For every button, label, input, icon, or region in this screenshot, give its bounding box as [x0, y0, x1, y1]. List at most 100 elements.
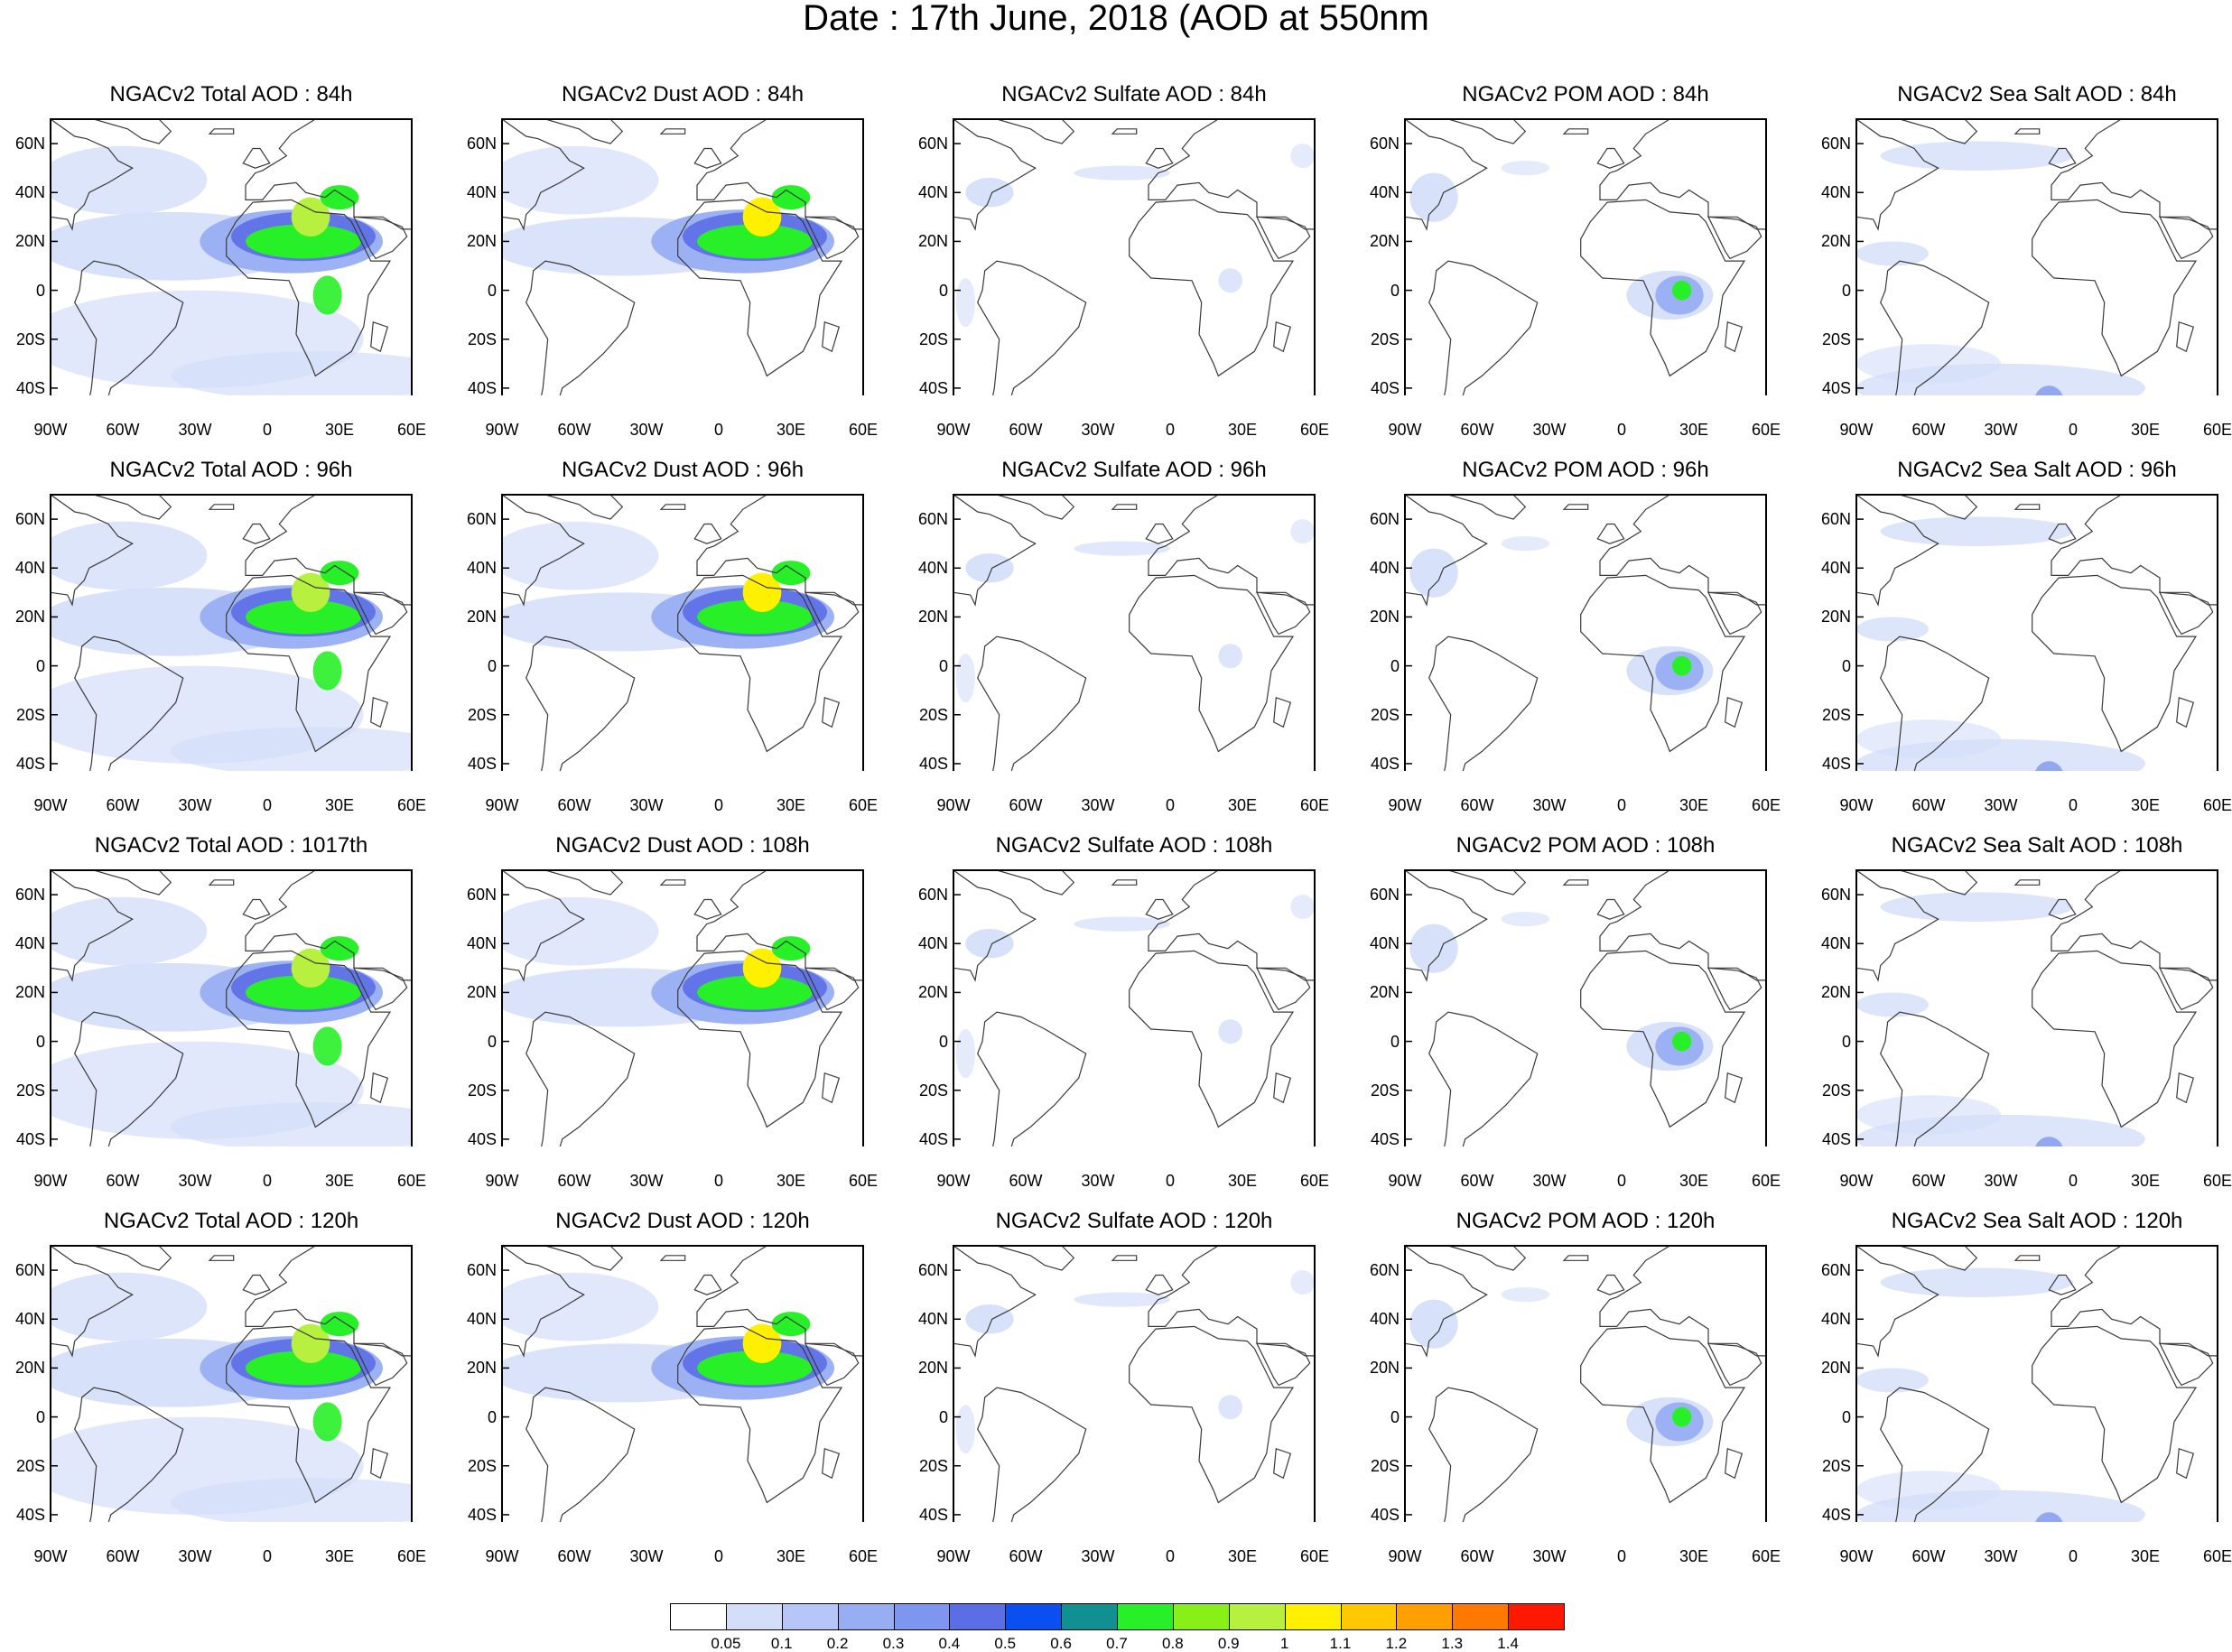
coastline: [953, 870, 1037, 982]
panel-title: NGACv2 Sea Salt AOD : 120h: [1891, 1209, 2183, 1233]
map-sulfate: [953, 1245, 1316, 1522]
lat-label: 0: [1390, 281, 1400, 300]
aerosol-field: [1672, 1031, 1692, 1052]
lon-label: 30E: [2130, 421, 2161, 439]
coastline: [1273, 320, 1292, 353]
aerosol-field: [1856, 719, 2001, 759]
coastline: [352, 591, 408, 636]
lat-label: 60N: [1369, 886, 1400, 905]
coastline: [2032, 1325, 2198, 1504]
coastline: [208, 504, 235, 510]
coastline: [544, 119, 624, 144]
lon-label: 60E: [2202, 796, 2232, 814]
lon-label: 60E: [848, 796, 879, 814]
panel-title: NGACv2 Total AOD : 1017th: [94, 833, 368, 858]
coastline: [804, 1342, 860, 1387]
colorbar-label: 1.1: [1329, 1635, 1352, 1652]
colorbar-label: 1: [1279, 1635, 1289, 1652]
panel-title: NGACv2 POM AOD : 108h: [1455, 833, 1716, 858]
aerosol-field: [1501, 912, 1549, 927]
lat-label: 60N: [14, 1261, 45, 1280]
lon-label: 90W: [485, 421, 519, 439]
colorbar-swatch: [1172, 1603, 1230, 1630]
coastline: [74, 1387, 184, 1522]
lat-label: 40N: [466, 559, 497, 578]
lon-label: 30W: [178, 796, 212, 814]
lat-label: 20S: [15, 705, 45, 724]
lon-label: 0: [1616, 1172, 1626, 1190]
lat-label: 40S: [467, 754, 497, 773]
map-frame: [50, 118, 413, 395]
lon-label: 60W: [106, 1547, 140, 1565]
lon-label: 60E: [1299, 1547, 1330, 1565]
panel-title: NGACv2 Sea Salt AOD : 108h: [1891, 833, 2183, 858]
coastline: [659, 1255, 686, 1261]
coastline: [1255, 967, 1311, 1011]
coastline: [1596, 523, 1625, 544]
coastline: [2158, 216, 2214, 260]
coastline: [74, 260, 184, 395]
lat-label: 0: [487, 281, 497, 300]
lat-label: 20N: [466, 232, 497, 251]
coastline: [996, 495, 1075, 520]
aerosol-field: [2035, 1137, 2063, 1146]
coastline: [1447, 119, 1527, 144]
map-total: [50, 869, 413, 1146]
coastline: [51, 1246, 134, 1358]
lat-label: 40S: [1370, 1129, 1400, 1148]
coastline: [659, 879, 686, 886]
coastline: [1405, 119, 1488, 231]
lon-label: 0: [2068, 1547, 2078, 1565]
map-panel: NGACv2 Dust AOD : 120h 60N 40N 20N 0 20S 40S 90…: [451, 1127, 903, 1564]
coastline: [1880, 1387, 1990, 1522]
coastline: [1562, 879, 1589, 886]
coastline: [1447, 1246, 1527, 1271]
lat-label: 40N: [917, 559, 948, 578]
aerosol-field: [1409, 923, 1458, 973]
lat-label: 60N: [1820, 886, 1851, 905]
coastline: [1447, 870, 1527, 896]
lat-label: 40S: [1821, 1129, 1851, 1148]
lat-label: 20N: [14, 983, 45, 1002]
lat-label: 40N: [14, 183, 45, 202]
lon-label: 60W: [557, 421, 591, 439]
coastline: [502, 1246, 585, 1358]
coastline: [2013, 1255, 2041, 1261]
coastline: [242, 1274, 271, 1295]
colorbar-label: 0.9: [1217, 1635, 1240, 1652]
lat-label: 40N: [466, 183, 497, 202]
map-frame: [501, 1245, 864, 1522]
coastline: [693, 147, 722, 169]
lat-label: 60N: [466, 1261, 497, 1280]
panel-title: NGACv2 Total AOD : 96h: [109, 458, 353, 482]
coastline: [226, 1325, 392, 1504]
lat-label: 40N: [1369, 183, 1400, 202]
colorbar-label: 0.7: [1106, 1635, 1128, 1652]
coastline: [2176, 1072, 2195, 1104]
lon-label: 0: [713, 1172, 723, 1190]
lon-label: 30W: [178, 1547, 212, 1565]
lon-label: 30E: [1679, 796, 1709, 814]
coastline: [804, 591, 860, 636]
lat-label: 20N: [1820, 232, 1851, 251]
coastline: [1145, 898, 1174, 920]
coastline: [1562, 504, 1589, 510]
aerosol-field: [1290, 895, 1315, 920]
lat-label: 0: [487, 1407, 497, 1426]
lat-label: 40N: [1369, 559, 1400, 578]
coastline: [1880, 636, 1990, 771]
coastline: [1405, 870, 1488, 982]
lon-label: 0: [713, 1547, 723, 1565]
lat-label: 40S: [1370, 1505, 1400, 1524]
map-frame: [501, 118, 864, 395]
aerosol-field: [1074, 165, 1170, 181]
lon-label: 0: [1616, 421, 1626, 439]
lon-label: 60W: [1911, 1547, 1946, 1565]
lon-label: 60E: [396, 796, 427, 814]
coastline: [370, 696, 389, 729]
map-dust: [501, 1245, 864, 1522]
aerosol-field: [1880, 1267, 2073, 1297]
lon-label: 60W: [1911, 796, 1946, 814]
lat-label: 0: [35, 1032, 45, 1051]
coastline: [93, 119, 172, 144]
